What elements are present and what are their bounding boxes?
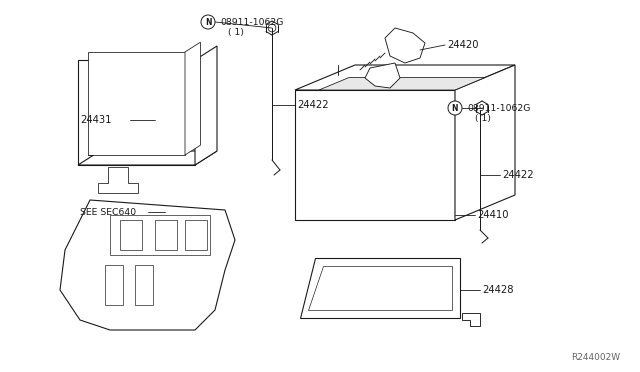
- Circle shape: [268, 24, 276, 32]
- Polygon shape: [319, 77, 485, 90]
- Polygon shape: [98, 167, 138, 193]
- Text: 24431: 24431: [80, 115, 111, 125]
- Circle shape: [448, 101, 462, 115]
- Polygon shape: [88, 52, 185, 155]
- Circle shape: [165, 225, 175, 235]
- Polygon shape: [60, 200, 235, 330]
- Polygon shape: [155, 220, 177, 250]
- Polygon shape: [300, 258, 460, 318]
- Polygon shape: [105, 265, 123, 305]
- Text: 24428: 24428: [482, 285, 513, 295]
- Circle shape: [378, 72, 386, 80]
- Circle shape: [334, 78, 342, 87]
- Circle shape: [355, 283, 365, 293]
- Polygon shape: [385, 28, 425, 63]
- Text: 24422: 24422: [297, 100, 328, 110]
- Text: 24422: 24422: [502, 170, 534, 180]
- Polygon shape: [295, 65, 515, 90]
- Circle shape: [478, 104, 486, 112]
- Text: ( 1): ( 1): [475, 113, 491, 122]
- Polygon shape: [455, 65, 515, 220]
- Polygon shape: [295, 90, 455, 220]
- Text: N: N: [205, 17, 211, 26]
- Polygon shape: [120, 220, 142, 250]
- Circle shape: [444, 78, 452, 87]
- Circle shape: [330, 74, 346, 90]
- Circle shape: [85, 270, 95, 280]
- Polygon shape: [308, 266, 452, 310]
- Polygon shape: [135, 265, 153, 305]
- Polygon shape: [78, 151, 217, 165]
- Text: R244002W: R244002W: [571, 353, 620, 362]
- Polygon shape: [110, 215, 210, 255]
- Polygon shape: [195, 46, 217, 165]
- Polygon shape: [185, 220, 207, 250]
- Polygon shape: [365, 63, 400, 88]
- Text: SEE SEC640: SEE SEC640: [80, 208, 136, 217]
- Polygon shape: [462, 313, 480, 326]
- Text: 08911-1062G: 08911-1062G: [220, 17, 284, 26]
- Text: 08911-1062G: 08911-1062G: [467, 103, 531, 112]
- Circle shape: [155, 270, 165, 280]
- Circle shape: [440, 74, 456, 90]
- Circle shape: [407, 44, 415, 52]
- Circle shape: [393, 42, 401, 50]
- Circle shape: [75, 230, 85, 240]
- Polygon shape: [78, 60, 195, 165]
- Polygon shape: [185, 42, 200, 155]
- Text: 24420: 24420: [447, 40, 479, 50]
- Text: N: N: [452, 103, 458, 112]
- Text: ( 1): ( 1): [228, 28, 244, 36]
- Circle shape: [210, 265, 220, 275]
- Circle shape: [201, 15, 215, 29]
- Text: 24410: 24410: [477, 210, 509, 220]
- Circle shape: [195, 225, 205, 235]
- Circle shape: [395, 283, 405, 293]
